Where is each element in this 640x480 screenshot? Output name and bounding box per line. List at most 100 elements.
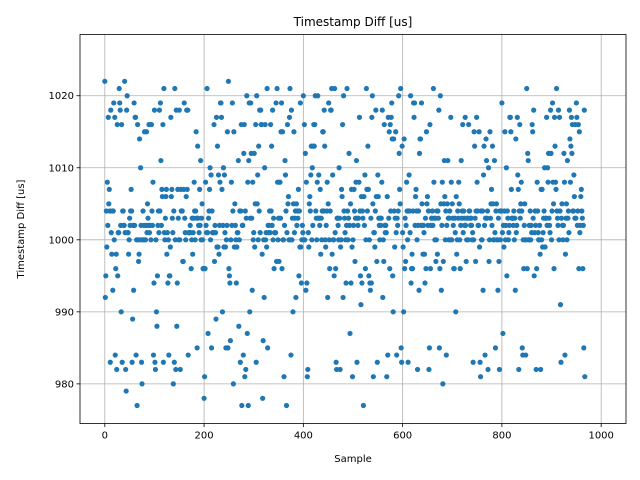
data-point [280,237,287,243]
data-point [531,107,537,113]
data-point [491,157,498,164]
data-point [540,230,546,236]
data-point [105,114,111,120]
data-point [185,352,191,358]
data-point [502,129,508,135]
data-point [180,258,186,265]
data-point [421,251,428,257]
data-point [529,121,535,128]
data-point [136,251,142,257]
data-point [104,244,110,250]
data-point [530,129,536,135]
data-point [343,280,349,286]
data-point [534,179,540,185]
data-point [333,266,339,272]
data-point [115,273,121,279]
data-point [116,85,122,92]
data-point [367,287,373,293]
data-point [269,143,275,149]
data-point [456,201,462,207]
data-point [574,114,580,120]
data-point [452,230,458,236]
data-point [411,100,418,106]
y-axis-ticks: 980 990 1000 1010 1020 [49,91,80,390]
data-point [461,208,467,214]
data-point [225,78,232,84]
data-point [294,222,300,228]
data-point [469,222,475,228]
data-point [296,273,302,279]
data-point [578,193,584,200]
data-point [177,237,183,243]
data-point [224,222,230,228]
data-point [533,366,539,373]
data-point [332,85,338,92]
data-point [138,359,145,365]
data-point [415,208,422,214]
data-point [206,186,213,192]
data-point [408,280,414,286]
data-point [444,201,450,207]
data-point [422,215,429,221]
data-point [166,352,172,358]
data-point [449,201,455,207]
data-point [517,121,523,128]
data-point [322,143,328,149]
data-point [218,100,224,106]
data-point [285,201,291,207]
data-point [394,215,400,221]
data-point [453,309,459,315]
data-point [158,222,164,228]
data-point [235,157,241,164]
data-point [308,172,314,178]
data-point [504,273,510,279]
data-point [549,208,555,214]
data-point [192,237,198,243]
data-point [414,366,421,373]
data-point [374,359,380,365]
data-point [481,222,488,228]
data-point [331,273,337,279]
data-point [306,244,312,250]
data-point [462,114,468,120]
data-point [298,280,304,286]
data-point [254,201,260,207]
data-point [156,107,163,113]
data-point [433,237,439,243]
data-point [205,330,211,337]
data-point [240,352,246,358]
data-point [213,316,219,322]
data-point [361,222,368,228]
data-point [385,352,391,358]
data-point [525,157,531,164]
data-point [347,330,353,337]
data-point [434,251,440,257]
data-point [580,266,586,272]
data-point [314,179,320,185]
data-point [295,215,301,221]
data-point [383,230,389,236]
data-point [236,237,242,243]
data-point [129,359,135,365]
data-point [199,215,205,221]
data-point [136,136,143,142]
data-point [252,244,258,250]
data-point [341,215,348,221]
data-point [258,107,264,113]
data-point [542,244,548,250]
data-point [250,237,256,243]
data-point [305,366,311,373]
data-point [132,114,139,120]
data-point [325,294,331,301]
data-point [196,230,202,236]
data-point [457,266,463,272]
data-point [427,266,434,272]
data-point [424,201,430,207]
data-point [348,280,354,286]
data-point [437,266,443,272]
x-tick-label: 400 [294,431,313,442]
chart-title: Timestamp Diff [us] [293,15,413,29]
data-point [577,230,583,236]
data-point [108,230,114,236]
data-point [445,157,451,164]
